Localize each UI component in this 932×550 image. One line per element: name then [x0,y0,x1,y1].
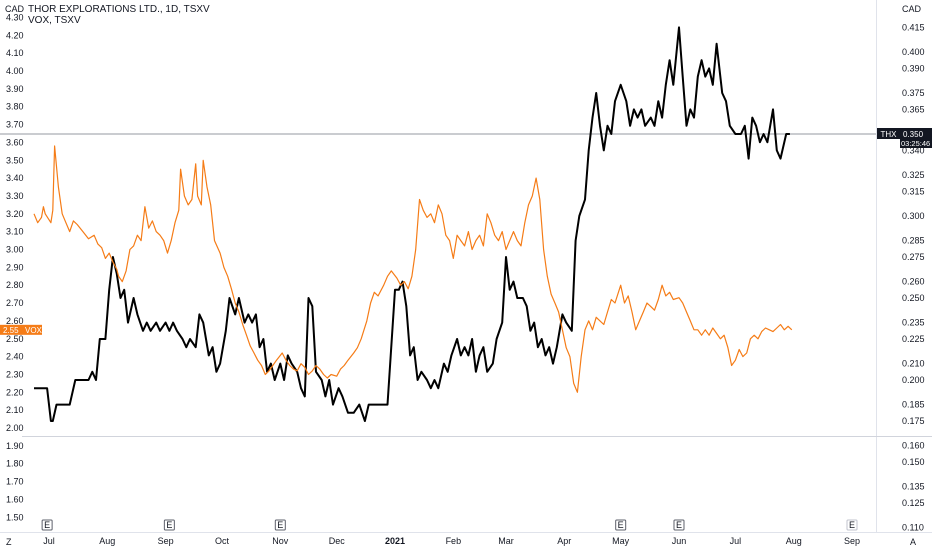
legend-main-symbol[interactable]: THOR EXPLORATIONS LTD., 1D, TSXV [28,4,210,15]
svg-text:VOX: VOX [25,326,43,335]
left-tick-label: 2.90 [6,262,24,272]
x-tick-label: May [612,536,630,546]
auto-scale-button[interactable]: A [910,537,916,547]
x-tick-label: Sep [844,536,860,546]
svg-text:E: E [166,520,172,530]
zoom-z-button[interactable]: Z [6,537,12,547]
right-tick-label: 0.365 [902,104,925,114]
right-tick-label: 0.125 [902,498,925,508]
x-tick-label: Aug [786,536,802,546]
left-tick-label: 2.60 [6,316,24,326]
svg-text:E: E [849,520,855,530]
left-tick-label: 1.80 [6,459,24,469]
right-tick-label: 0.415 [902,22,925,32]
right-tick-label: 0.260 [902,277,925,287]
left-tick-label: 2.30 [6,369,24,379]
vox-value-tag: 2.55 VOX [0,324,43,335]
left-tick-label: 4.10 [6,48,24,58]
svg-text:E: E [44,520,50,530]
earnings-event-marker[interactable]: E [846,519,858,531]
left-tick-label: 1.90 [6,441,24,451]
x-tick-label: Apr [557,536,571,546]
left-tick-label: 3.30 [6,191,24,201]
right-tick-label: 0.285 [902,236,925,246]
right-tick-label: 0.160 [902,441,925,451]
x-tick-label: Jun [672,536,687,546]
svg-text:THX: THX [881,130,898,139]
right-tick-label: 0.315 [902,186,925,196]
left-axis-currency: CAD [5,4,25,14]
right-tick-label: 0.110 [902,523,924,533]
earnings-event-marker[interactable]: E [274,519,286,531]
left-tick-label: 3.90 [6,84,24,94]
earnings-event-marker[interactable]: E [41,519,53,531]
x-tick-label: Oct [215,536,230,546]
right-tick-label: 0.175 [902,416,925,426]
left-tick-label: 3.50 [6,155,24,165]
left-tick-label: 3.20 [6,209,24,219]
left-tick-label: 2.20 [6,387,24,397]
left-tick-label: 2.80 [6,280,24,290]
left-tick-label: 2.50 [6,334,24,344]
svg-text:E: E [676,520,682,530]
left-tick-label: 3.80 [6,102,24,112]
left-tick-label: 1.70 [6,477,24,487]
earnings-event-marker[interactable]: E [163,519,175,531]
right-tick-label: 0.235 [902,318,925,328]
right-axis-currency: CAD [902,4,922,14]
left-tick-label: 3.10 [6,227,24,237]
svg-text:0.350: 0.350 [903,130,924,139]
left-tick-label: 4.20 [6,30,24,40]
right-tick-label: 0.325 [902,170,925,180]
svg-text:E: E [277,520,283,530]
right-tick-label: 0.250 [902,293,925,303]
right-tick-label: 0.185 [902,400,925,410]
right-tick-label: 0.210 [902,359,925,369]
x-tick-label: Feb [446,536,462,546]
x-tick-label: 2021 [385,536,405,546]
left-tick-label: 1.50 [6,512,24,522]
x-tick-label: Jul [43,536,55,546]
left-tick-label: 2.40 [6,352,24,362]
earnings-event-marker[interactable]: E [615,519,627,531]
left-tick-label: 1.60 [6,494,24,504]
right-tick-label: 0.340 [902,145,925,155]
left-tick-label: 3.60 [6,137,24,147]
x-tick-label: Mar [498,536,514,546]
right-tick-label: 0.300 [902,211,925,221]
legend-compare-symbol[interactable]: VOX, TSXV [28,15,81,26]
right-tick-label: 0.150 [902,457,925,467]
left-tick-label: 2.10 [6,405,24,415]
left-tick-label: 2.70 [6,298,24,308]
right-tick-label: 0.375 [902,88,925,98]
svg-text:2.55: 2.55 [3,326,19,335]
series-line-thx[interactable] [34,26,790,422]
left-tick-label: 3.70 [6,120,24,130]
earnings-event-marker[interactable]: E [673,519,685,531]
left-tick-label: 3.40 [6,173,24,183]
right-tick-label: 0.200 [902,375,925,385]
left-tick-label: 2.00 [6,423,24,433]
left-tick-label: 4.30 [6,12,24,22]
right-tick-label: 0.390 [902,63,925,73]
x-tick-label: Jul [730,536,742,546]
x-tick-label: Aug [99,536,115,546]
svg-text:03:25:46: 03:25:46 [901,139,930,148]
x-tick-label: Nov [272,536,289,546]
svg-text:E: E [618,520,624,530]
left-tick-label: 3.00 [6,245,24,255]
x-tick-label: Sep [158,536,174,546]
x-tick-label: Dec [329,536,346,546]
chart-legend: THOR EXPLORATIONS LTD., 1D, TSXV VOX, TS… [28,4,210,26]
right-tick-label: 0.400 [902,47,925,57]
right-tick-label: 0.275 [902,252,925,262]
series-line-vox[interactable] [33,145,793,393]
left-tick-label: 4.00 [6,66,24,76]
right-tick-label: 0.135 [902,482,925,492]
right-tick-label: 0.225 [902,334,925,344]
